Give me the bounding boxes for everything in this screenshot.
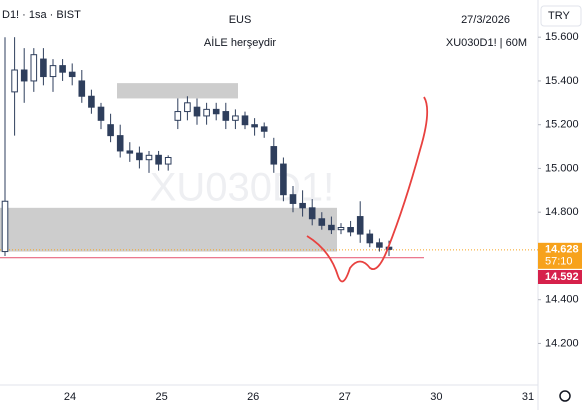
zone [117, 83, 238, 99]
candle-body [337, 227, 345, 231]
candle-body [299, 202, 306, 209]
candle-body [136, 152, 143, 161]
x-tick-label: 25 [155, 391, 167, 403]
symbol: D1! · 1sa · BIST [2, 9, 81, 21]
level-label: 14.592 [545, 271, 579, 283]
candle-body [88, 95, 95, 108]
candle-body [193, 106, 201, 117]
x-tick-label: 24 [64, 391, 76, 403]
countdown: 57:10 [545, 256, 573, 268]
candle-body [222, 111, 230, 121]
candle-body [107, 124, 114, 137]
watermark: XU030D1! [150, 166, 335, 210]
candle-body [155, 154, 162, 165]
candle-body [241, 115, 249, 126]
candle-body [145, 154, 153, 161]
candle-body [20, 69, 28, 82]
candle-body [11, 69, 18, 93]
candle-body [328, 224, 335, 231]
candle-body [260, 126, 268, 132]
candle-body [59, 65, 66, 73]
candle-body [68, 71, 76, 78]
candle-body [366, 233, 374, 244]
candle-body [289, 194, 297, 204]
date: 27/3/2026 [461, 14, 510, 26]
x-tick-label: 30 [430, 391, 442, 403]
y-tick-label: 15.200 [545, 119, 579, 131]
candle-body [270, 146, 278, 165]
candle-body [164, 157, 172, 165]
candle-body [1, 200, 9, 253]
candle-body [232, 115, 239, 121]
y-tick-label: 14.200 [545, 337, 579, 349]
candle-body [174, 111, 182, 121]
candle-body [184, 102, 191, 113]
freehand-drawing [306, 96, 429, 283]
candle-body [347, 227, 354, 233]
candle-body [203, 108, 210, 117]
candle-body [78, 80, 86, 97]
candle-body [308, 207, 316, 220]
subtitle: AİLE herşeydir [204, 36, 276, 49]
candle-body [280, 163, 287, 196]
y-tick-label: 14.400 [545, 294, 579, 306]
y-tick-label: 14.800 [545, 206, 579, 218]
x-tick-label: 27 [339, 391, 351, 403]
settings-icon[interactable] [559, 390, 571, 402]
y-tick-label: 15.400 [545, 75, 579, 87]
last-price-label: 14.628 [545, 244, 579, 256]
x-tick-label: 26 [247, 391, 259, 403]
zone [0, 207, 337, 252]
candle-body [376, 242, 383, 248]
candle-body [251, 124, 258, 128]
candle-body [97, 106, 105, 121]
currency-button[interactable] [540, 5, 582, 27]
ticker: XU030D1! | 60M [446, 37, 527, 49]
candle-body [212, 108, 220, 115]
last-price-box [538, 242, 582, 269]
plot [0, 37, 538, 259]
candle-body [49, 65, 57, 78]
candle-body [40, 58, 47, 78]
title: EUS [229, 14, 252, 26]
candle-body [30, 54, 38, 82]
candle-body [116, 135, 124, 152]
y-tick-label: 15.600 [545, 31, 579, 43]
candle-body [318, 218, 326, 226]
currency[interactable]: TRY [548, 10, 570, 22]
level-box [538, 270, 582, 284]
candle-body [126, 150, 134, 154]
candle-body [356, 216, 364, 235]
x-tick-label: 31 [522, 391, 534, 403]
y-tick-label: 15.000 [545, 162, 579, 174]
